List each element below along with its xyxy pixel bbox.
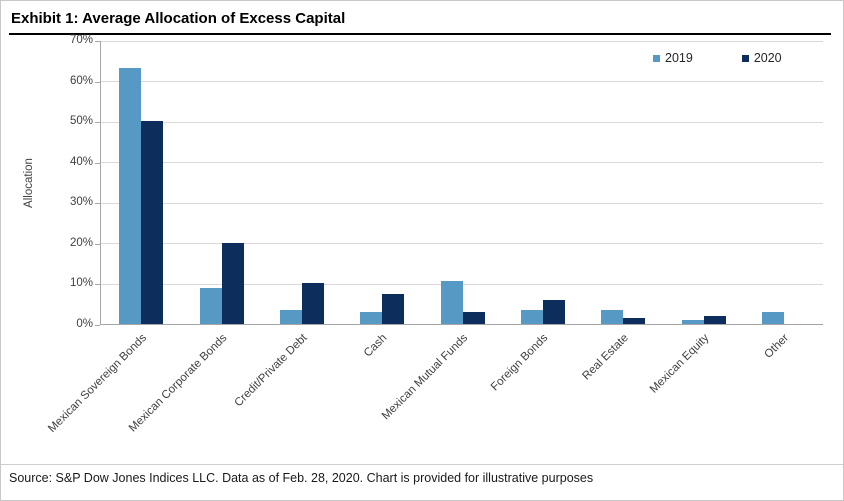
x-label-cash: Cash bbox=[362, 332, 390, 360]
bar-2020-mexican-equity bbox=[703, 315, 726, 324]
bar-2020-mexican-mutual-funds bbox=[462, 311, 485, 324]
bar-2019-mexican-corporate-bonds bbox=[199, 287, 222, 324]
gridline-60 bbox=[101, 81, 823, 83]
y-tick-label-0: 0% bbox=[76, 318, 93, 330]
bar-2020-mexican-sovereign-bonds bbox=[141, 121, 164, 324]
bar-2019-mexican-mutual-funds bbox=[440, 281, 463, 324]
x-label-mexican-equity: Mexican Equity bbox=[647, 332, 711, 396]
bar-2020-cash bbox=[382, 293, 405, 324]
bar-2019-mexican-sovereign-bonds bbox=[119, 68, 142, 324]
x-label-other: Other bbox=[762, 332, 792, 361]
footer: Source: S&P Dow Jones Indices LLC. Data … bbox=[1, 464, 843, 485]
gridline-20 bbox=[101, 243, 823, 245]
bar-2020-foreign-bonds bbox=[542, 299, 565, 324]
legend-label-2019: 2019 bbox=[665, 51, 693, 65]
chart-title: Exhibit 1: Average Allocation of Excess … bbox=[11, 10, 346, 27]
y-tick-label-50: 50% bbox=[69, 115, 93, 128]
y-tick-label-70: 70% bbox=[69, 34, 93, 46]
gridline-30 bbox=[101, 202, 823, 204]
y-tick-label-10: 10% bbox=[69, 277, 93, 290]
source-note: Source: S&P Dow Jones Indices LLC. Data … bbox=[9, 471, 594, 485]
gridline-50 bbox=[101, 121, 823, 123]
x-label-foreign-bonds: Foreign Bonds bbox=[488, 332, 551, 394]
bar-2020-real-estate bbox=[623, 317, 646, 324]
legend-swatch-2019 bbox=[653, 54, 660, 62]
legend-swatch-2020 bbox=[741, 54, 749, 62]
bar-2019-cash bbox=[360, 311, 383, 324]
y-tick-mark-60 bbox=[95, 81, 100, 83]
x-label-real-estate: Real Estate bbox=[580, 332, 631, 383]
legend-label-2020: 2020 bbox=[753, 51, 782, 65]
bar-2019-credit-private-debt bbox=[279, 309, 302, 324]
legend-item-2020: 2020 bbox=[741, 51, 782, 65]
x-label-mexican-mutual-funds: Mexican Mutual Funds bbox=[379, 332, 470, 423]
y-tick-mark-10 bbox=[95, 284, 100, 286]
bar-2020-mexican-corporate-bonds bbox=[221, 242, 244, 324]
y-tick-label-30: 30% bbox=[69, 196, 93, 209]
bar-2019-real-estate bbox=[601, 309, 624, 324]
bar-2019-foreign-bonds bbox=[520, 309, 543, 324]
y-tick-label-40: 40% bbox=[69, 155, 93, 168]
y-tick-mark-0 bbox=[95, 325, 100, 326]
y-tick-mark-40 bbox=[95, 162, 100, 164]
y-axis-title: Allocation bbox=[23, 158, 35, 208]
gridline-40 bbox=[101, 162, 823, 164]
y-tick-mark-70 bbox=[95, 41, 100, 42]
x-label-credit-private-debt: Credit/Private Debt bbox=[232, 332, 310, 410]
plot-area bbox=[100, 40, 823, 325]
y-tick-mark-30 bbox=[95, 203, 100, 205]
y-tick-label-20: 20% bbox=[69, 236, 93, 249]
bar-2020-credit-private-debt bbox=[301, 283, 324, 324]
legend-item-2019: 2019 bbox=[653, 51, 693, 65]
y-tick-mark-50 bbox=[95, 122, 100, 124]
bar-2019-other bbox=[761, 311, 784, 324]
y-tick-label-60: 60% bbox=[69, 74, 93, 87]
bar-2019-mexican-equity bbox=[681, 319, 704, 324]
chart-legend: 2019 2020 bbox=[653, 51, 782, 65]
gridline-70 bbox=[101, 40, 823, 42]
y-tick-mark-20 bbox=[95, 243, 100, 245]
title-divider bbox=[9, 33, 831, 35]
